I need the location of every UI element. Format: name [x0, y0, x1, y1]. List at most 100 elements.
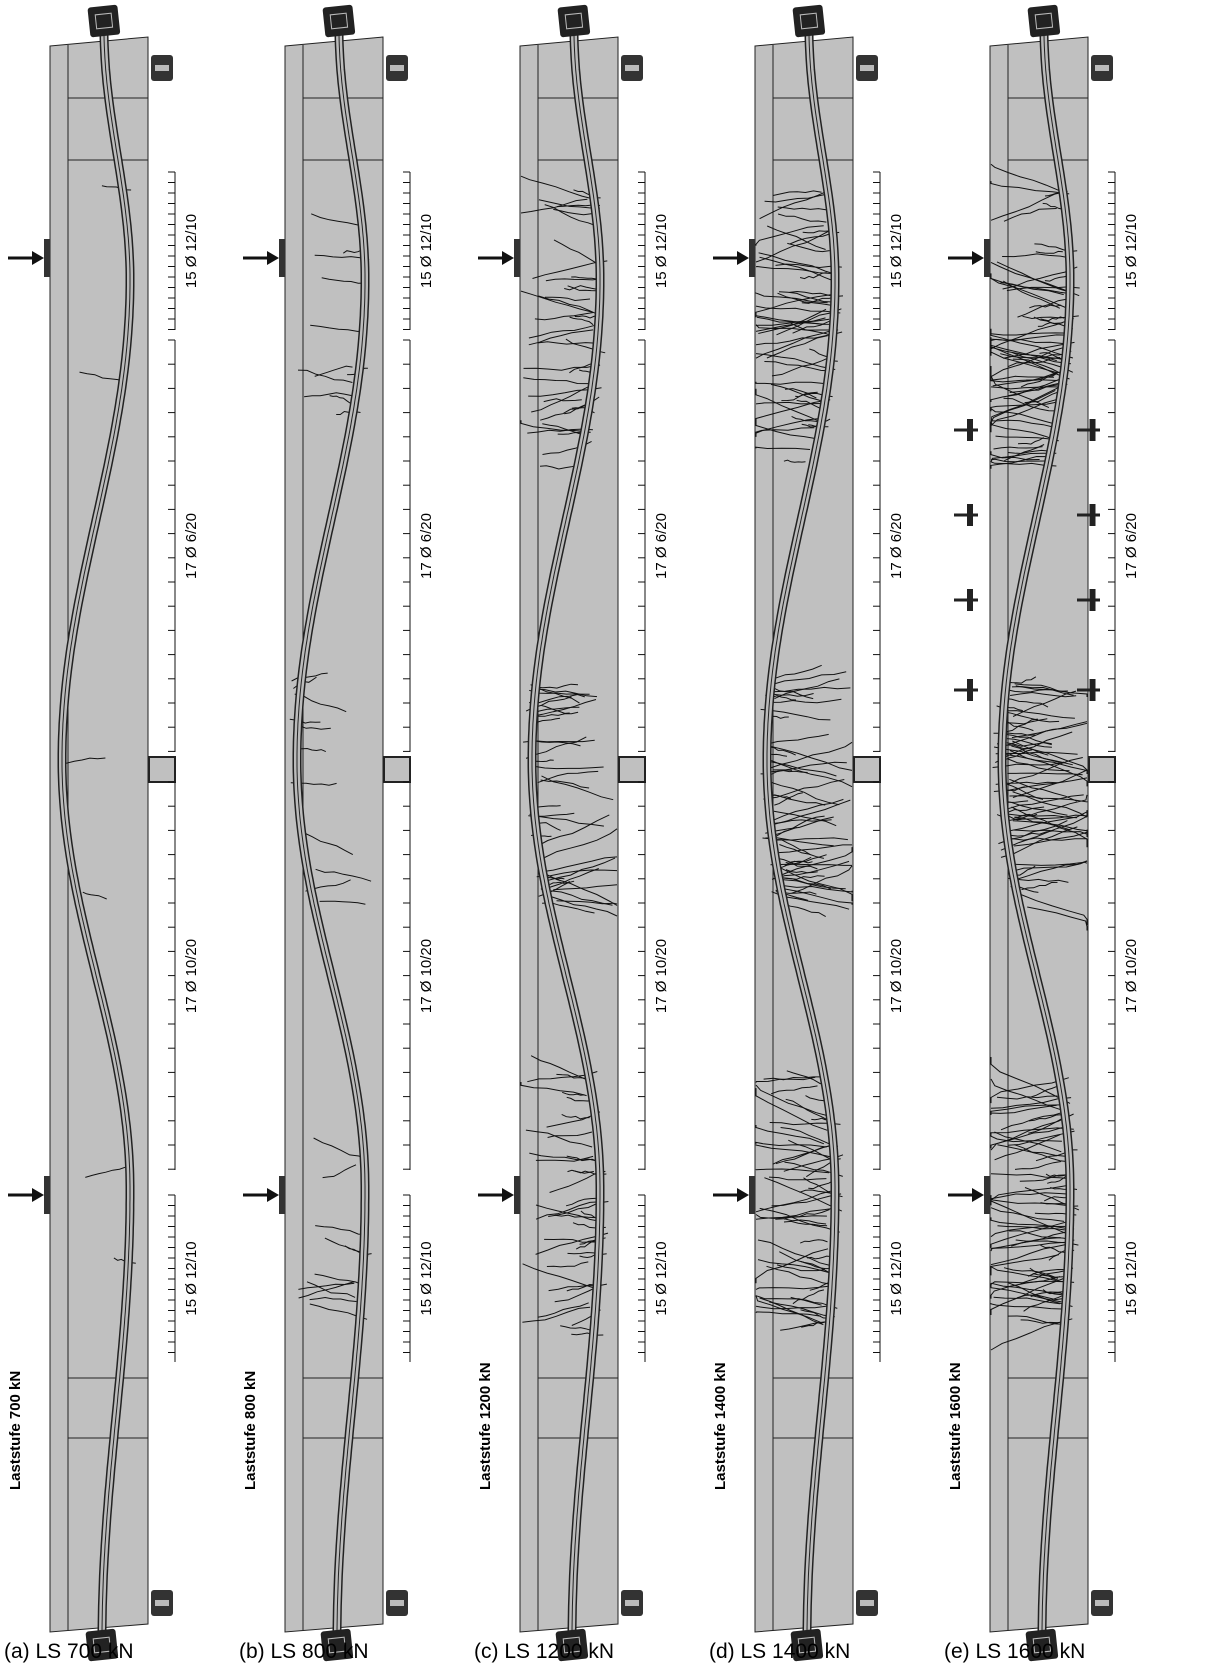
- bearing-detail: [1095, 65, 1109, 71]
- crack: [995, 731, 1073, 764]
- crack: [755, 265, 835, 275]
- crack: [542, 423, 587, 436]
- crack: [1003, 810, 1088, 833]
- crack: [990, 1192, 1074, 1200]
- crack: [780, 1127, 839, 1147]
- crack: [990, 421, 1059, 442]
- crack: [529, 693, 590, 704]
- crack: [775, 1145, 832, 1165]
- crack: [1002, 266, 1078, 290]
- crack: [770, 383, 829, 406]
- crack: [1012, 358, 1061, 374]
- crack: [1004, 698, 1049, 708]
- crack: [755, 381, 827, 385]
- clamp-plate: [1089, 504, 1096, 526]
- rebar-label: 17 Ø 6/20: [1123, 513, 1140, 579]
- crack: [520, 175, 596, 200]
- crack: [537, 770, 599, 784]
- crack: [755, 328, 836, 359]
- crack: [800, 1239, 828, 1244]
- crack: [757, 1259, 829, 1273]
- crack: [1020, 1270, 1067, 1284]
- caption: (b) LS 800 kN: [239, 1640, 369, 1663]
- middle-support: [383, 756, 411, 783]
- bearing-detail: [860, 65, 874, 71]
- crack: [990, 332, 1069, 336]
- load-step-label: Laststufe 800 kN: [242, 1371, 259, 1490]
- crack: [1006, 794, 1084, 810]
- bearing-detail: [625, 1600, 639, 1606]
- rebar-label: 15 Ø 12/10: [183, 214, 200, 288]
- load-plate: [749, 239, 755, 277]
- crack: [990, 190, 1068, 221]
- crack: [1017, 437, 1044, 445]
- crack: [755, 401, 826, 405]
- crack: [1042, 1289, 1064, 1295]
- anchor: [1027, 4, 1061, 38]
- crack: [304, 832, 354, 856]
- load-step-label: Laststufe 1200 kN: [477, 1362, 494, 1490]
- crack: [990, 386, 1064, 390]
- crack: [1027, 906, 1088, 931]
- crack: [776, 1264, 826, 1272]
- crack: [759, 1297, 824, 1326]
- crack: [764, 757, 853, 788]
- crack: [535, 683, 579, 689]
- crack: [298, 1282, 355, 1290]
- crack: [538, 711, 579, 717]
- crack: [1007, 357, 1061, 368]
- crack: [1040, 1244, 1069, 1255]
- crack: [770, 863, 852, 866]
- crack: [764, 193, 831, 203]
- crack: [1007, 689, 1055, 693]
- load-plate: [279, 1176, 285, 1214]
- crack: [322, 1164, 357, 1179]
- crack: [990, 337, 1066, 345]
- beam-panel: 15 Ø 12/10 17 Ø 6/20 17 Ø 10/20 15 Ø 12/10 L…: [4, 4, 200, 1663]
- crack: [537, 341, 596, 345]
- crack: [755, 424, 819, 440]
- crack: [758, 308, 827, 334]
- crack: [783, 903, 826, 918]
- crack: [777, 292, 831, 306]
- crack: [314, 365, 353, 377]
- crack: [765, 816, 834, 834]
- bearing-detail: [390, 65, 404, 71]
- crack: [763, 1076, 824, 1081]
- beam: [284, 36, 384, 1633]
- crack: [759, 189, 830, 220]
- load-arrow-head: [972, 251, 984, 265]
- load-plate: [44, 239, 50, 277]
- crack: [787, 242, 830, 253]
- bearing-detail: [390, 1600, 404, 1606]
- clamp-plate: [1089, 589, 1096, 611]
- crack: [564, 285, 597, 291]
- anchor-detail: [1032, 1636, 1052, 1654]
- crack: [990, 163, 1060, 191]
- anchor-detail: [562, 1636, 582, 1654]
- crack: [82, 891, 107, 900]
- crack: [1001, 721, 1088, 748]
- crack: [990, 1303, 1070, 1310]
- clamp-plate: [967, 589, 973, 611]
- crack: [999, 753, 1088, 774]
- anchor: [1025, 1628, 1059, 1662]
- crack: [544, 204, 597, 227]
- crack: [553, 884, 618, 891]
- crack: [561, 1113, 590, 1120]
- crack: [553, 208, 599, 217]
- crack: [755, 388, 826, 425]
- crack: [764, 361, 833, 372]
- crack: [1010, 691, 1077, 698]
- load-arrow-head: [502, 1188, 514, 1202]
- crack: [536, 869, 618, 878]
- crack: [520, 290, 593, 313]
- crack: [767, 733, 829, 745]
- rebar-label: 15 Ø 12/10: [653, 214, 670, 288]
- crack: [994, 1134, 1061, 1161]
- rebar-label: 17 Ø 6/20: [418, 513, 435, 579]
- crack: [990, 378, 1060, 402]
- crack: [1007, 794, 1088, 822]
- crack: [321, 277, 366, 284]
- clamp-plate: [967, 504, 973, 526]
